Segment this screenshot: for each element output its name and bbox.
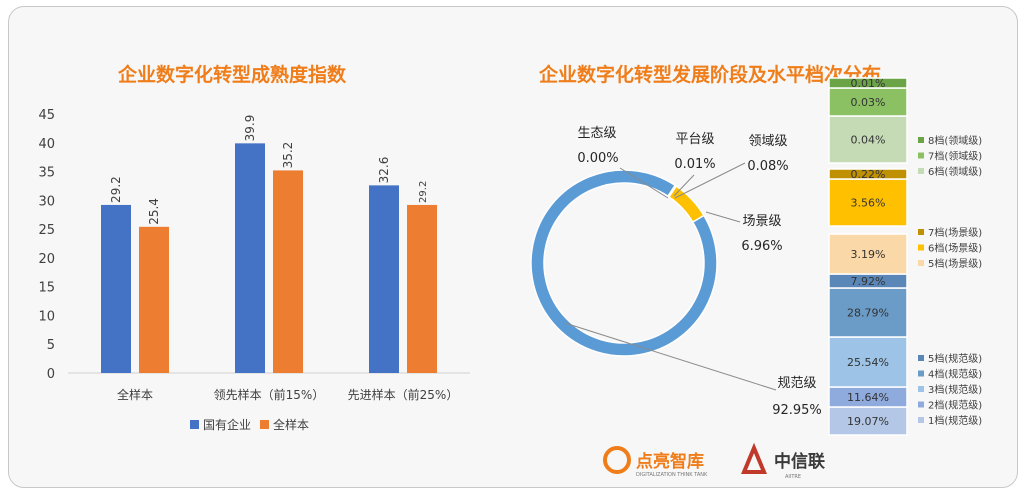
bar-all xyxy=(407,204,437,373)
donut-label-value: 92.95% xyxy=(772,403,822,418)
tier-segment-label: 0.01% xyxy=(851,77,886,90)
y-tick-label: 0 xyxy=(47,367,55,382)
tier-legend-label: 4档(规范级) xyxy=(928,368,982,381)
y-tick-label: 10 xyxy=(38,309,55,324)
tier-segment-label: 25.54% xyxy=(847,356,889,369)
tier-legend-swatch xyxy=(918,168,924,174)
bar-value-label: 29.2 xyxy=(418,181,429,203)
bar-soe xyxy=(369,185,399,373)
tier-segment xyxy=(828,168,908,180)
brand-sub-1: DIGITALIZATION THINK TANK xyxy=(636,472,708,478)
tier-segment xyxy=(828,233,908,275)
tier-segment-label: 7.92% xyxy=(851,275,886,288)
tier-legend-swatch xyxy=(918,137,924,143)
bar-value-label: 25.4 xyxy=(147,198,161,225)
tier-legend-swatch xyxy=(918,244,924,251)
donut-label-value: 0.01% xyxy=(674,157,715,172)
brand-name-2: 中信联 xyxy=(774,451,825,472)
tier-legend-swatch xyxy=(918,152,924,159)
tier-legend-label: 1档(规范级) xyxy=(928,414,982,427)
bar-value-label: 39.9 xyxy=(243,115,257,142)
x-tick-label: 先进样本（前25%） xyxy=(348,387,459,402)
tier-segment xyxy=(828,87,908,117)
bar-value-label: 32.6 xyxy=(377,157,391,184)
leader-line xyxy=(619,167,669,199)
tier-legend-label: 8档(领域级) xyxy=(928,134,982,147)
tier-segment-label: 0.04% xyxy=(851,134,886,147)
y-tick-label: 35 xyxy=(38,166,55,181)
tier-legend-swatch xyxy=(918,417,924,423)
bar-all xyxy=(273,170,303,373)
donut-slice-changjing xyxy=(667,185,705,224)
tier-legend-label: 5档(场景级) xyxy=(928,257,982,270)
y-tick-label: 40 xyxy=(38,137,55,152)
brand-mark-1 xyxy=(603,446,631,474)
legend-label: 全样本 xyxy=(273,417,309,432)
tier-legend-swatch xyxy=(918,386,924,392)
y-tick-label: 15 xyxy=(38,281,55,296)
tier-legend-swatch xyxy=(918,355,924,361)
tier-segment xyxy=(828,178,908,227)
y-tick-label: 45 xyxy=(38,108,55,123)
tier-segment-label: 3.19% xyxy=(851,248,886,261)
tier-legend-swatch xyxy=(918,260,924,266)
tier-segment xyxy=(828,336,908,388)
y-tick-label: 5 xyxy=(47,338,55,353)
bar-value-label: 35.2 xyxy=(281,142,295,169)
donut-label-name: 平台级 xyxy=(675,132,714,147)
tier-segment xyxy=(828,77,908,89)
donut-label-value: 0.08% xyxy=(747,159,788,174)
legend-label: 国有企业 xyxy=(203,417,251,432)
donut-slice-guifan xyxy=(530,169,718,357)
leader-line xyxy=(674,162,746,199)
bar-soe xyxy=(101,204,131,373)
x-tick-label: 全样本 xyxy=(117,387,153,402)
tier-legend-swatch xyxy=(918,401,924,408)
donut-label-name: 规范级 xyxy=(777,376,816,391)
tier-segment-label: 11.64% xyxy=(847,391,889,404)
tier-segment-label: 3.56% xyxy=(851,197,886,210)
tier-segment-label: 28.79% xyxy=(847,307,889,320)
brand-mark-2 xyxy=(741,442,767,474)
tier-legend-label: 7档(场景级) xyxy=(928,226,982,239)
brand-name-1: 点亮智库 xyxy=(636,451,704,472)
tier-legend-swatch xyxy=(918,229,924,235)
bar-all xyxy=(139,226,169,373)
leader-line xyxy=(673,174,695,197)
y-tick-label: 30 xyxy=(38,194,55,209)
tier-segment xyxy=(828,115,908,164)
bar-value-label: 29.2 xyxy=(109,176,123,203)
tier-segment xyxy=(828,287,908,338)
y-tick-label: 25 xyxy=(38,223,55,238)
legend-swatch xyxy=(190,420,199,429)
donut-chart-title: 企业数字化转型发展阶段及水平档次分布 xyxy=(538,63,881,86)
tier-segment-label: 0.22% xyxy=(851,168,886,181)
donut-label-name: 生态级 xyxy=(577,126,616,141)
tier-legend-label: 7档(领域级) xyxy=(928,150,982,163)
donut-label-name: 领域级 xyxy=(748,134,787,149)
donut-label-value: 0.00% xyxy=(577,151,618,166)
tier-segment xyxy=(828,406,908,436)
bar-soe xyxy=(235,143,265,373)
tier-segment-label: 19.07% xyxy=(847,415,889,428)
tier-legend-label: 6档(领域级) xyxy=(928,165,982,178)
donut-label-value: 6.96% xyxy=(741,239,782,254)
tier-legend-label: 6档(场景级) xyxy=(928,242,982,255)
donut-label-name: 场景级 xyxy=(742,214,781,229)
bar-chart-title: 企业数字化转型成熟度指数 xyxy=(117,63,347,86)
tier-segment-label: 0.03% xyxy=(851,96,886,109)
leader-line xyxy=(564,322,777,391)
x-tick-label: 领先样本（前15%） xyxy=(214,387,325,402)
tier-legend-label: 5档(规范级) xyxy=(928,352,982,365)
tier-legend-label: 2档(规范级) xyxy=(928,399,982,412)
tier-legend-label: 3档(规范级) xyxy=(928,383,982,396)
leader-line xyxy=(705,211,741,223)
brand-sub-2: AIITRE xyxy=(785,474,801,480)
legend-swatch xyxy=(260,420,269,429)
y-tick-label: 20 xyxy=(38,252,55,267)
tier-legend-swatch xyxy=(918,370,924,377)
